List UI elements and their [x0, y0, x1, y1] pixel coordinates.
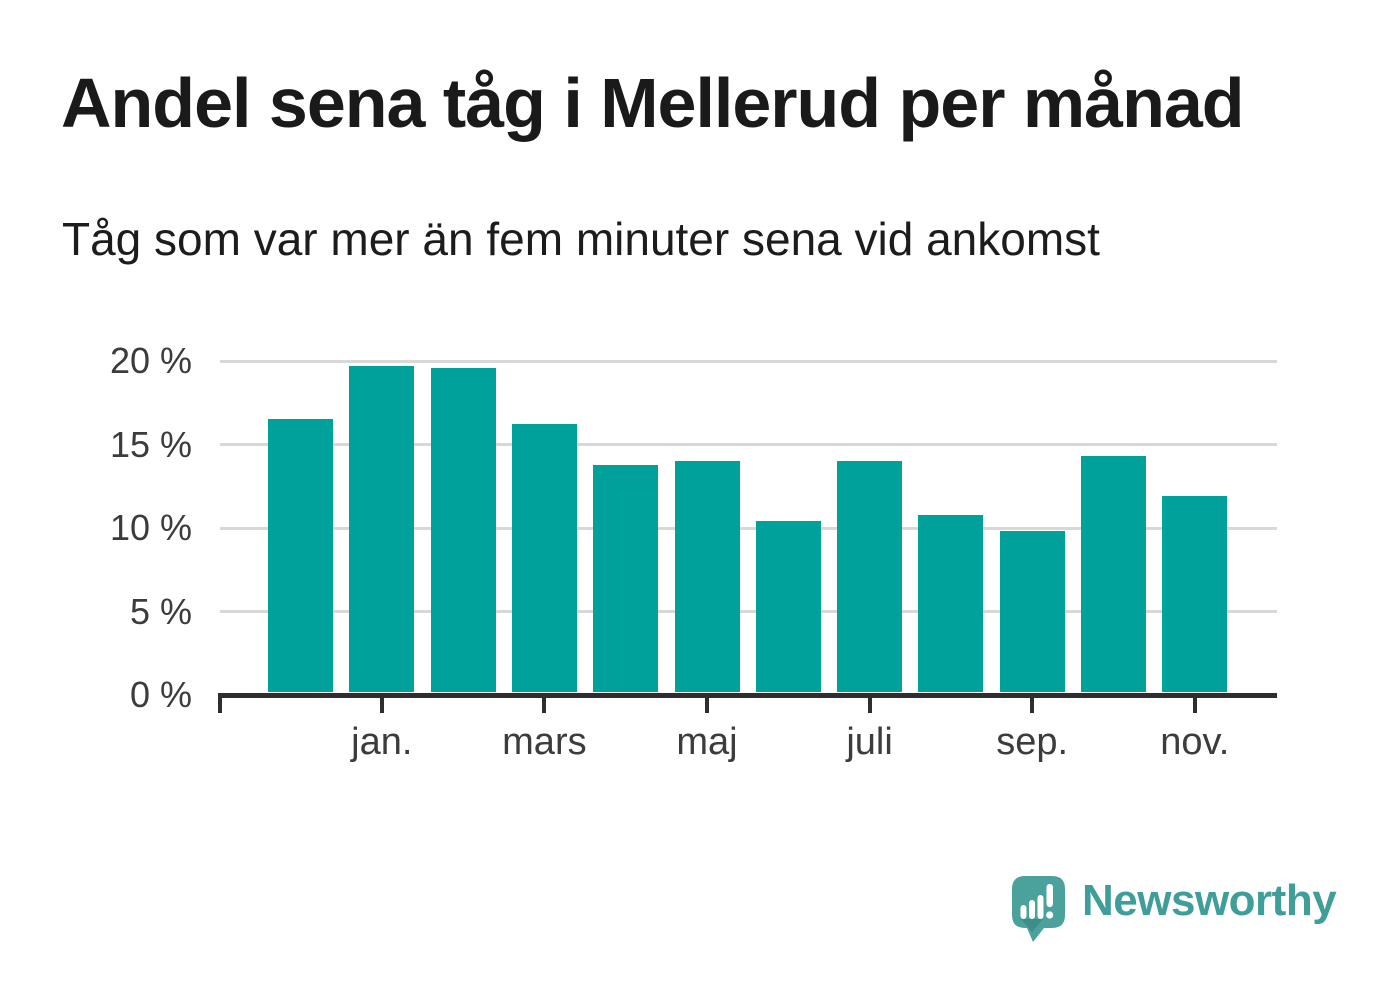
bar-sep: [999, 531, 1065, 693]
y-axis-label: 5 %: [129, 590, 192, 632]
y-axis-label: 15 %: [109, 423, 192, 465]
x-axis-tick: [379, 697, 384, 713]
y-axis-label: 10 %: [109, 507, 192, 548]
x-axis-label-juli: juli: [846, 721, 893, 763]
x-axis-tick: [218, 697, 222, 713]
x-axis-label-jan: jan.: [351, 721, 413, 763]
gridline-10: [220, 526, 1277, 530]
newsworthy-speech-bubble-chart-icon: [1012, 876, 1065, 942]
chart-subtitle: Tåg som var mer än fem minuter sena vid …: [62, 213, 1100, 265]
gridline-15: [220, 443, 1277, 446]
bar-okt: [1081, 456, 1146, 693]
bar-juni: [755, 521, 821, 693]
gridline-5: [220, 610, 1277, 613]
y-axis-label: 0 %: [129, 674, 192, 715]
newsworthy-wordmark: Newsworthy: [1082, 876, 1337, 925]
bar-nov: [1162, 496, 1228, 693]
bar-maj: [674, 461, 740, 693]
bar-juli: [837, 461, 903, 693]
bar-mars: [511, 424, 577, 693]
gridline-20: [220, 359, 1277, 363]
newsworthy-logo: Newsworthy: [1012, 876, 1337, 943]
x-axis-line: [218, 692, 1277, 698]
x-axis-label-mars: mars: [502, 721, 587, 763]
x-axis-tick: [867, 697, 872, 713]
chart-title: Andel sena tåg i Mellerud per månad: [61, 64, 1245, 142]
x-axis-tick: [705, 697, 709, 713]
bar-aug: [918, 514, 984, 693]
bar-feb: [430, 367, 496, 693]
x-axis-tick: [1030, 697, 1035, 713]
bar-dec: [268, 419, 333, 693]
y-axis-label: 20 %: [109, 340, 192, 381]
x-axis-label-nov: nov.: [1160, 721, 1230, 763]
x-axis-tick: [542, 697, 547, 713]
x-axis-tick: [1192, 697, 1197, 713]
bar-jan: [349, 366, 415, 693]
x-axis-label-sep: sep.: [996, 721, 1069, 763]
x-axis-label-maj: maj: [676, 721, 738, 763]
bar-april: [593, 464, 659, 693]
